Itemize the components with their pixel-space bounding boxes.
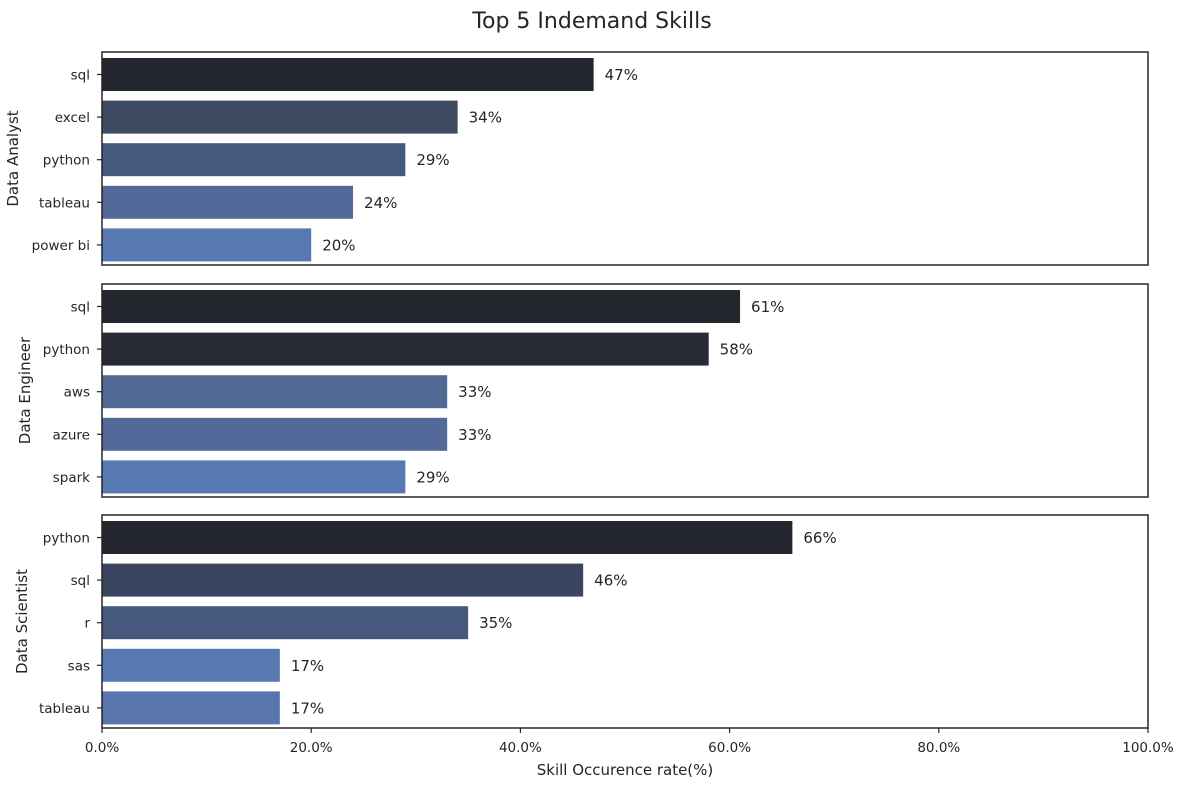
panel-frame — [101, 51, 1149, 266]
y-tick-label: tableau — [39, 195, 90, 211]
data-label: 35% — [479, 614, 512, 632]
bar — [102, 460, 406, 494]
x-axis-label: Skill Occurence rate(%) — [537, 761, 714, 779]
data-label: 66% — [803, 529, 836, 547]
data-label: 29% — [416, 468, 449, 486]
data-label: 58% — [720, 341, 753, 359]
x-tick-label: 40.0% — [499, 740, 542, 756]
y-axis-label: Data Scientist — [13, 569, 31, 674]
y-tick-label: aws — [64, 385, 90, 401]
y-tick-label: sql — [71, 573, 90, 589]
y-tick-label: sas — [68, 658, 90, 674]
data-label: 33% — [458, 426, 491, 444]
panel-frame — [101, 283, 1149, 498]
data-label: 61% — [751, 298, 784, 316]
data-label: 46% — [594, 572, 627, 590]
data-label: 33% — [458, 383, 491, 401]
y-axis-label: Data Engineer — [16, 336, 34, 444]
x-tick-label: 80.0% — [917, 740, 960, 756]
x-tick-label: 20.0% — [290, 740, 333, 756]
data-label: 24% — [364, 194, 397, 212]
bar — [102, 563, 584, 597]
y-tick-label: python — [43, 342, 90, 358]
bar — [102, 290, 741, 323]
bar — [102, 521, 793, 554]
y-tick-label: python — [43, 531, 90, 547]
y-tick-label: r — [84, 616, 90, 632]
y-tick-label: sql — [71, 68, 90, 84]
y-tick-label: power bi — [32, 238, 90, 254]
bar — [102, 332, 709, 366]
bar — [102, 648, 280, 682]
bar — [102, 228, 312, 262]
x-tick-label: 60.0% — [708, 740, 751, 756]
y-tick-label: spark — [53, 470, 90, 486]
chart-title: Top 5 Indemand Skills — [471, 9, 711, 34]
data-label: 20% — [322, 236, 355, 254]
data-label: 29% — [416, 151, 449, 169]
y-axis-label: Data Analyst — [4, 110, 22, 206]
data-label: 34% — [469, 109, 502, 127]
x-tick-label: 100.0% — [1122, 740, 1174, 756]
bar — [102, 606, 469, 640]
data-label: 17% — [291, 699, 324, 717]
bar — [102, 143, 406, 177]
bar — [102, 691, 280, 725]
panel-frame — [101, 514, 1149, 729]
y-tick-label: excel — [55, 110, 90, 126]
data-label: 17% — [291, 657, 324, 675]
y-tick-label: azure — [53, 427, 90, 443]
bar — [102, 185, 354, 219]
x-tick-label: 0.0% — [85, 740, 119, 756]
y-tick-label: sql — [71, 300, 90, 316]
y-tick-label: python — [43, 153, 90, 169]
y-tick-label: tableau — [39, 701, 90, 717]
bar — [102, 100, 458, 134]
bar — [102, 58, 594, 91]
bar — [102, 417, 448, 451]
data-label: 47% — [605, 66, 638, 84]
bar — [102, 375, 448, 409]
